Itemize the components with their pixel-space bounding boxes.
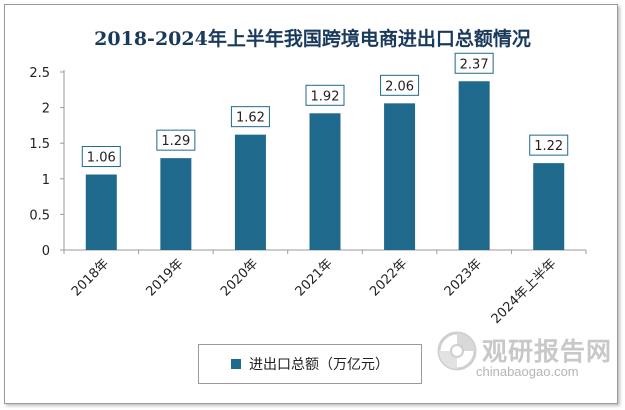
bar-2: [234, 134, 266, 250]
y-tick-label: 2: [42, 102, 50, 117]
y-tick-label: 1.5: [29, 137, 50, 152]
data-label: 2.37: [460, 57, 489, 72]
watermark-name: 观研报告网: [482, 337, 613, 366]
y-tick-label: 2.5: [29, 66, 50, 81]
x-axis: 2018年 2019年 2020年 2021年 2022年 2023年 2024年上半年: [63, 249, 587, 327]
data-label-box: [81, 146, 121, 168]
y-tick-label: 0.5: [29, 208, 50, 223]
data-label: 1.06: [87, 151, 116, 166]
data-labels: 1.06 1.29 1.62 1.92 2.06 2.37 1.22: [81, 52, 569, 168]
watermark: 观研报告网 chinabaogao.com: [436, 328, 611, 390]
legend-swatch: [231, 359, 241, 369]
data-label: 1.22: [534, 139, 563, 154]
watermark-logo-icon: [437, 331, 477, 371]
x-tick-label: 2024年上半年: [489, 256, 560, 327]
x-tick-label: 2023年: [442, 256, 485, 299]
bar-3: [309, 113, 341, 251]
data-label-box: [230, 106, 270, 128]
y-tick-label: 1: [42, 173, 50, 188]
data-label-box: [305, 84, 345, 106]
data-label-box: [529, 134, 569, 156]
x-tick-label: 2019年: [143, 256, 186, 299]
bar-1: [160, 158, 192, 250]
y-tick-label: 0: [42, 244, 50, 259]
x-tick-label: 2021年: [293, 256, 336, 299]
bar-6: [533, 163, 565, 250]
data-label-box: [454, 52, 494, 74]
bar-5: [458, 81, 490, 250]
x-tick-label: 2018年: [69, 256, 112, 299]
bar-series: [85, 81, 565, 251]
legend-label: 进出口总额（万亿元）: [249, 357, 389, 373]
data-label: 1.62: [236, 111, 265, 126]
data-label: 1.29: [161, 134, 190, 149]
watermark-url: chinabaogao.com: [476, 364, 579, 379]
x-tick-label: 2022年: [367, 256, 410, 299]
legend: 进出口总额（万亿元）: [198, 344, 422, 384]
x-tick-label: 2020年: [218, 256, 261, 299]
data-label: 1.92: [311, 89, 340, 104]
chart-title: 2018-2024年上半年我国跨境电商进出口总额情况: [94, 28, 531, 50]
data-label-box: [380, 74, 420, 96]
data-label: 2.06: [385, 79, 414, 94]
bar-0: [85, 174, 117, 250]
bar-4: [384, 103, 416, 250]
y-axis: 0 0.5 1 1.5 2 2.5: [29, 66, 65, 259]
data-label-box: [156, 129, 196, 151]
